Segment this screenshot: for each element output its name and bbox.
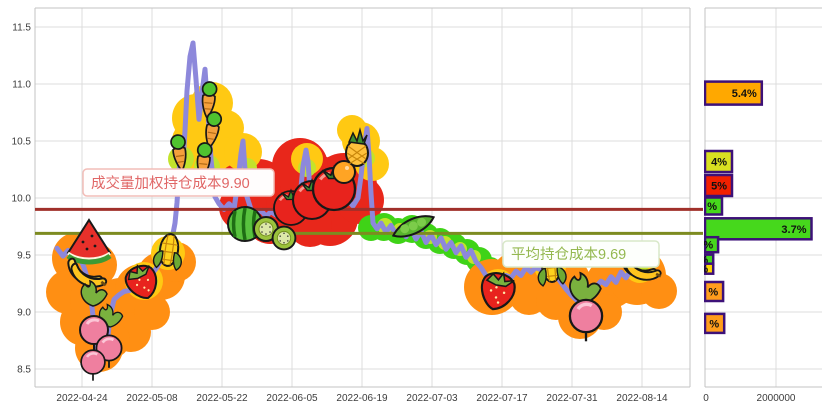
x-axis-ticks: 2022-04-24 2022-05-08 2022-05-22 2022-06… [56, 393, 668, 404]
avg-label: 平均持仓成本9.69 [511, 246, 626, 263]
volume-bar [704, 173, 734, 198]
volume-x-tick: 0 [703, 393, 709, 404]
x-tick: 2022-07-03 [406, 393, 458, 404]
volume-bar-label: % [707, 201, 717, 213]
x-tick: 2022-05-08 [126, 393, 178, 404]
radish-icon [79, 348, 107, 382]
x-tick: 2022-06-19 [336, 393, 388, 404]
volume-bar [704, 196, 724, 216]
gridlines [35, 8, 822, 387]
kiwi-icon [271, 225, 297, 251]
x-tick: 2022-07-31 [546, 393, 598, 404]
volume-bar-label: % [698, 264, 708, 276]
volume-bar [704, 217, 813, 241]
x-tick: 2022-08-14 [616, 393, 668, 404]
y-tick: 9.0 [17, 308, 31, 319]
volume-bar [704, 262, 715, 275]
x-tick: 2022-05-22 [196, 393, 248, 404]
volume-bar [704, 80, 764, 106]
volume-bars: 5.4% 4% 5%% 3.7%%%%%% [698, 80, 813, 335]
vwap-label-box: 成交量加权持仓成本9.90 [82, 168, 275, 197]
volume-bar-label: % [698, 255, 708, 267]
y-tick: 9.5 [17, 251, 31, 262]
x-tick: 2022-04-24 [56, 393, 108, 404]
volume-bar-label: 3.7% [781, 224, 806, 236]
y-tick: 8.5 [17, 365, 31, 376]
y-tick: 10.0 [12, 194, 32, 205]
y-tick: 11.0 [12, 80, 31, 91]
y-axis-ticks: 8.5 9.0 9.5 10.0 10.5 11.0 11.5 [12, 23, 32, 376]
volume-bar [704, 149, 734, 174]
volume-bar-label: % [708, 287, 718, 299]
volume-bar-label: 5% [711, 181, 727, 193]
volume-bar [704, 280, 725, 303]
x-tick: 2022-07-17 [476, 393, 528, 404]
volume-bar-label: % [703, 240, 713, 252]
volume-axis-ticks: 0 2000000 [703, 393, 796, 404]
avg-label-box: 平均持仓成本9.69 [502, 240, 660, 268]
volume-bar-label: 5.4% [732, 88, 757, 100]
x-tick: 2022-06-05 [266, 393, 318, 404]
vwap-label: 成交量加权持仓成本9.90 [91, 174, 250, 192]
volume-bar-label: % [709, 318, 719, 330]
y-tick: 10.5 [12, 137, 32, 148]
volume-bar-label: 4% [711, 157, 727, 169]
y-tick: 11.5 [12, 23, 31, 34]
volume-bar [704, 235, 720, 254]
volume-x-tick: 2000000 [757, 393, 796, 404]
volume-bar [704, 312, 726, 335]
